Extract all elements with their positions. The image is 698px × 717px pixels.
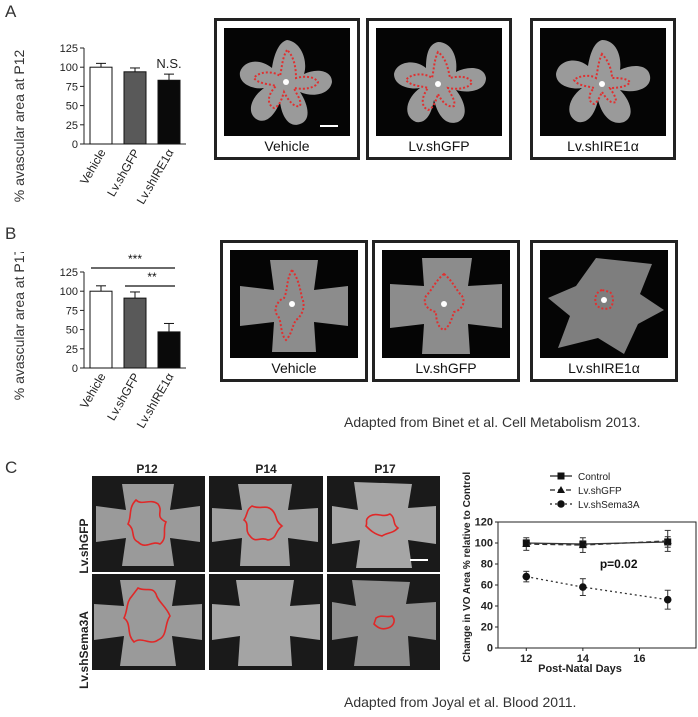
row-label-shgfp: Lv.shGFP <box>77 518 91 573</box>
x-tick-label-b-1: Lv.shGFP <box>104 371 142 423</box>
c-y-tick-label-0: 0 <box>487 643 493 655</box>
y-tick-label-a-2: 50 <box>66 101 78 113</box>
x-tick-label-a-0: Vehicle <box>77 146 109 187</box>
c-x-tick-label-0: 12 <box>520 653 532 665</box>
bar-b-0 <box>89 290 113 369</box>
c-y-tick-label-5: 100 <box>475 538 493 550</box>
retina-image-a-shgfp <box>376 28 502 136</box>
xlabel-c: Post-Natal Days <box>538 663 622 675</box>
y-tick-label-a-0: 0 <box>72 139 78 151</box>
bar-a-1 <box>123 71 147 145</box>
row-label-shsema3a-wrap: Lv.shSema3A <box>74 611 92 689</box>
row-label-shsema3a: Lv.shSema3A <box>77 611 91 689</box>
x-tick-label-a-1: Lv.shGFP <box>104 147 142 199</box>
image-frame-b-shire1a: Lv.shIRE1α <box>530 240 678 382</box>
y-tick-label-b-3: 75 <box>66 305 78 317</box>
ns-label: N.S. <box>156 56 181 71</box>
line-chart-c: Control Lv.shGFP Lv.shSema3A Change in VO … <box>462 472 697 675</box>
x-tick-label-b-0: Vehicle <box>77 370 109 411</box>
retina-c-shsema3a-p12 <box>92 574 205 670</box>
bar-a-0 <box>89 66 113 145</box>
image-frame-a-vehicle: Vehicle <box>214 18 360 160</box>
caption-a-shire1a: Lv.shIRE1α <box>567 138 639 154</box>
ylabel-b: % avascular area at P17 <box>11 252 27 400</box>
retina-c-shsema3a-p17 <box>327 574 440 670</box>
image-frame-b-shgfp: Lv.shGFP <box>372 240 520 382</box>
y-tick-label-a-3: 75 <box>66 81 78 93</box>
c-y-tick-label-4: 80 <box>481 559 493 571</box>
chart-a-plot: 0255075100125VehicleLv.shGFPLv.shIRE1αN.… <box>60 43 186 207</box>
retina-image-a-shire1a <box>540 28 666 136</box>
ylabel-a: % avascular area at P12 <box>11 50 27 203</box>
retina-c-shsema3a-p14 <box>209 574 323 670</box>
bar-a-2 <box>157 79 181 145</box>
series-2-point-2 <box>663 595 672 604</box>
retina-image-b-vehicle <box>230 250 358 358</box>
panel-letter-c: C <box>5 458 18 477</box>
retina-grid <box>92 476 440 670</box>
y-tick-label-a-1: 25 <box>66 120 78 132</box>
series-1-point-2 <box>663 536 672 544</box>
c-y-tick-label-2: 40 <box>481 601 493 613</box>
panel-letter-a: A <box>5 2 17 21</box>
legend-marker-0 <box>557 472 565 480</box>
c-x-tick-label-1: 14 <box>577 653 590 665</box>
caption-a-vehicle: Vehicle <box>264 138 310 154</box>
bar-b-2 <box>157 331 181 369</box>
chart-c-plot: 0 20 40 60 80 100 120 12 14 16 p=0.02 <box>475 517 697 665</box>
c-x-tick-label-2: 16 <box>633 653 645 665</box>
credit-binet: Adapted from Binet et al. Cell Metabolis… <box>344 414 641 430</box>
credit-joyal: Adapted from Joyal et al. Blood 2011. <box>344 694 577 710</box>
panel-letter-b: B <box>5 224 17 243</box>
bar-chart-a: % avascular area at P12 0 25 50 75 100 125 Veh… <box>11 43 186 207</box>
retina-image-a-vehicle <box>224 28 350 136</box>
caption-b-shire1a: Lv.shIRE1α <box>568 360 640 376</box>
chart-b-plot: 0255075100125VehicleLv.shGFPLv.shIRE1α**… <box>60 252 186 431</box>
retina-image-b-shire1a <box>540 250 668 358</box>
legend-marker-1 <box>557 486 565 493</box>
sig-label-0: *** <box>128 252 142 266</box>
c-y-tick-label-6: 120 <box>475 517 493 529</box>
image-frame-a-shire1a: Lv.shIRE1α <box>530 18 676 160</box>
series-1-point-0 <box>522 540 531 548</box>
legend-marker-2 <box>557 500 565 508</box>
retina-c-shgfp-p17 <box>327 476 440 572</box>
y-tick-label-a-5: 125 <box>60 43 78 55</box>
retina-c-shgfp-p14 <box>209 476 323 572</box>
legend-label-0: Control <box>578 472 610 483</box>
y-tick-label-a-4: 100 <box>60 62 78 74</box>
series-2-point-1 <box>579 583 587 591</box>
retina-c-shgfp-p12 <box>92 476 205 572</box>
image-frame-b-vehicle: Vehicle <box>220 240 368 382</box>
legend-label-2: Lv.shSema3A <box>578 500 640 511</box>
c-y-tick-label-3: 60 <box>481 580 493 592</box>
caption-a-shgfp: Lv.shGFP <box>408 138 470 154</box>
column-label-p17: P17 <box>374 462 396 476</box>
image-frame-a-shgfp: Lv.shGFP <box>366 18 512 160</box>
bar-chart-b: % avascular area at P17 0 25 50 75 100 125 Veh… <box>11 252 186 431</box>
c-y-tick-label-1: 20 <box>481 622 493 634</box>
series-line-2 <box>526 575 668 601</box>
row-label-shgfp-wrap: Lv.shGFP <box>74 518 92 573</box>
legend-c: Control Lv.shGFP Lv.shSema3A <box>550 472 640 511</box>
retina-image-b-shgfp <box>382 250 510 358</box>
p-value-annotation: p=0.02 <box>600 557 638 571</box>
caption-b-vehicle: Vehicle <box>271 360 317 376</box>
column-label-p14: P14 <box>255 462 277 476</box>
sig-label-1: ** <box>147 270 157 284</box>
y-tick-label-b-1: 25 <box>66 344 78 356</box>
caption-b-shgfp: Lv.shGFP <box>415 360 477 376</box>
column-label-p12: P12 <box>136 462 158 476</box>
series-2-point-0 <box>522 572 531 581</box>
y-tick-label-b-2: 50 <box>66 325 78 337</box>
y-tick-label-b-0: 0 <box>72 363 78 375</box>
y-tick-label-b-5: 125 <box>60 267 78 279</box>
legend-label-1: Lv.shGFP <box>578 486 622 497</box>
ylabel-c: Change in VO Area % relative to Control <box>462 472 473 662</box>
bar-b-1 <box>123 297 147 369</box>
series-1-point-1 <box>578 541 587 549</box>
y-tick-label-b-4: 100 <box>60 286 78 298</box>
